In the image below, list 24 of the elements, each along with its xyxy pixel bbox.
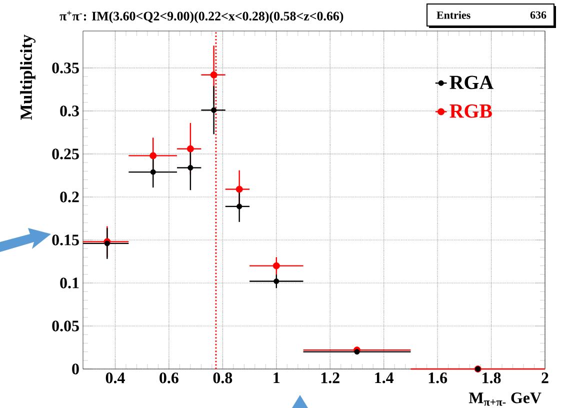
x-tick-label: 1.6	[428, 372, 448, 384]
legend-label: RGB	[450, 104, 492, 118]
x-tick-label: 1.8	[482, 372, 501, 384]
y-tick-label: 0.1	[60, 278, 79, 288]
y-tick-label: 0	[72, 364, 79, 374]
legend-label: RGA	[450, 76, 494, 90]
y-tick-label: 0.3	[60, 106, 79, 116]
x-axis-title: M$_{π+π-}$ GeV	[468, 392, 542, 406]
x-tick-label: 2	[542, 372, 548, 384]
y-tick-label: 0.05	[52, 320, 79, 332]
y-tick-label: 0.15	[52, 234, 79, 246]
chart-title: π$^{+}$π$^{-}$: IM(3.60<Q2<9.00)(0.22<x<0.28)(0.58<z<0.66)	[60, 10, 344, 24]
y-tick-label: 0.25	[52, 148, 79, 160]
x-tick-label: 0.6	[160, 372, 178, 384]
y-tick-label: 0.2	[60, 192, 79, 202]
x-tick-label: 1.2	[321, 372, 340, 384]
text: 636	[530, 11, 546, 19]
x-tick-label: 0.4	[106, 372, 125, 384]
y-tick-label: 0.35	[52, 62, 79, 74]
x-tick-label: 1	[274, 372, 280, 384]
x-tick-label: 0.8	[213, 372, 232, 384]
y-axis-title: Multiplicity	[20, 34, 36, 120]
text: Entries	[436, 11, 470, 19]
x-tick-label: 1.4	[375, 372, 394, 384]
